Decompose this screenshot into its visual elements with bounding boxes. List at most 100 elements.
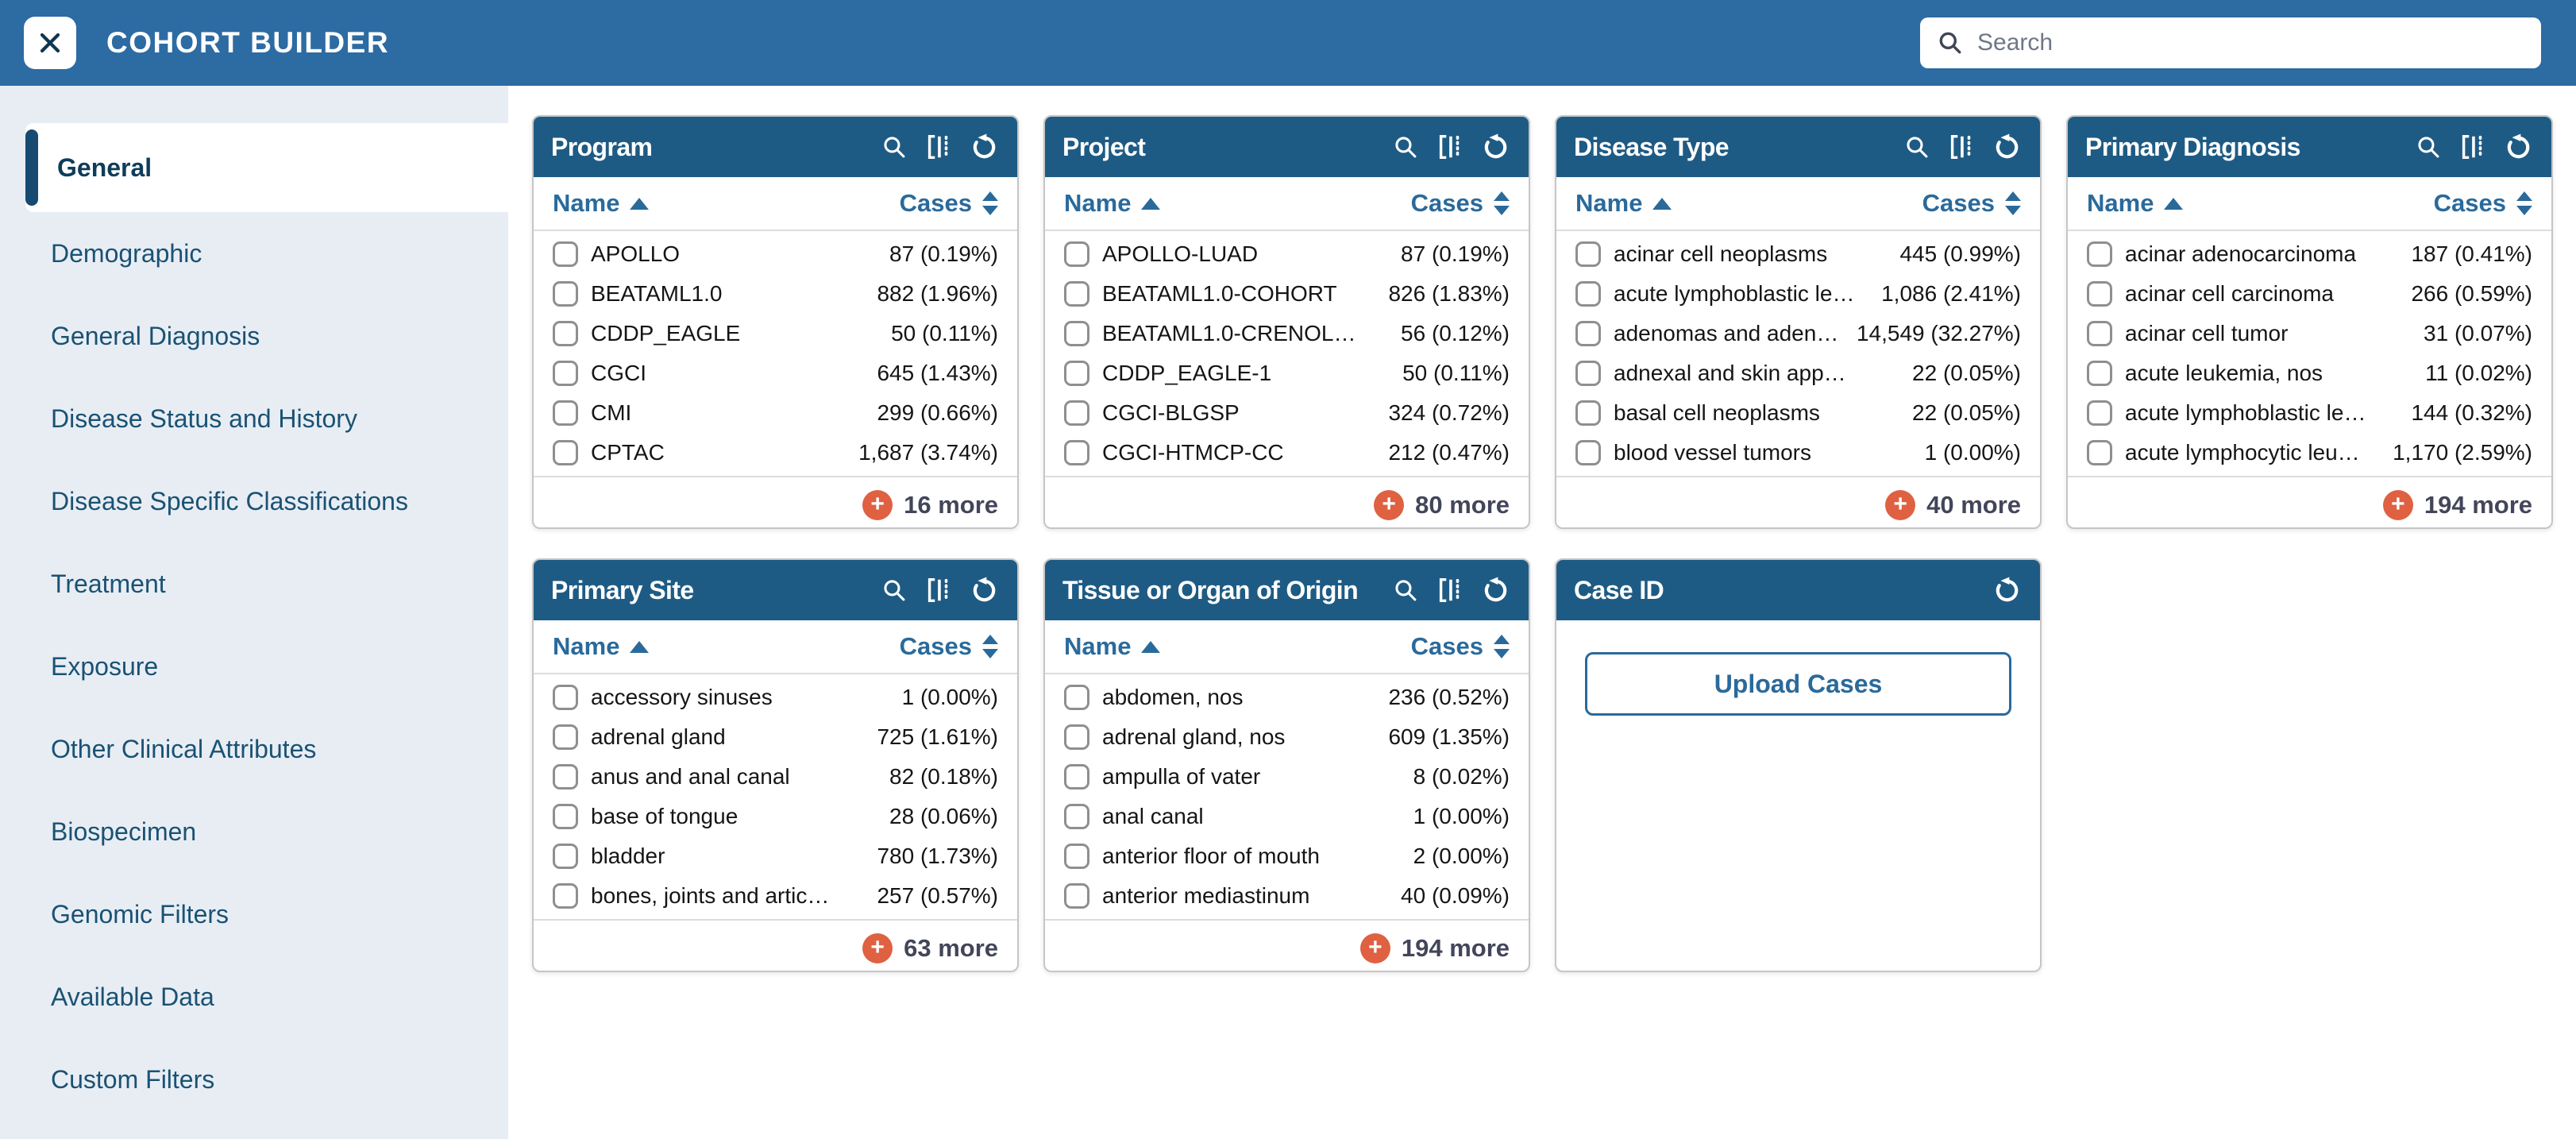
facet-row[interactable]: ampulla of vater 8 (0.02%) xyxy=(1064,757,1510,797)
facet-row[interactable]: bones, joints and artic… 257 (0.57%) xyxy=(553,876,998,916)
sort-by-cases[interactable]: Cases xyxy=(1411,632,1510,661)
checkbox[interactable] xyxy=(553,440,578,465)
checkbox[interactable] xyxy=(2087,281,2112,307)
checkbox[interactable] xyxy=(553,241,578,267)
sort-by-name[interactable]: Name xyxy=(1575,189,1672,218)
checkbox[interactable] xyxy=(2087,440,2112,465)
checkbox[interactable] xyxy=(1064,241,1089,267)
checkbox[interactable] xyxy=(1064,883,1089,909)
sidebar-item-general[interactable]: General xyxy=(25,123,508,212)
sidebar-item-other-clinical-attributes[interactable]: Other Clinical Attributes xyxy=(0,708,508,790)
sidebar-item-general-diagnosis[interactable]: General Diagnosis xyxy=(0,295,508,377)
sidebar-item-disease-specific-classifications[interactable]: Disease Specific Classifications xyxy=(0,460,508,542)
checkbox[interactable] xyxy=(553,281,578,307)
facet-row[interactable]: basal cell neoplasms 22 (0.05%) xyxy=(1575,393,2021,433)
checkbox[interactable] xyxy=(1064,844,1089,869)
reset-icon[interactable] xyxy=(1992,575,2023,605)
facet-row[interactable]: acinar cell carcinoma 266 (0.59%) xyxy=(2087,274,2532,314)
search-icon[interactable] xyxy=(1392,133,1419,160)
facet-row[interactable]: APOLLO-LUAD 87 (0.19%) xyxy=(1064,234,1510,274)
facet-row[interactable]: adenomas and aden… 14,549 (32.27%) xyxy=(1575,314,2021,353)
checkbox[interactable] xyxy=(553,804,578,829)
checkbox[interactable] xyxy=(1575,440,1601,465)
facet-row[interactable]: acute lymphoblastic le… 1,086 (2.41%) xyxy=(1575,274,2021,314)
plus-icon[interactable]: + xyxy=(862,933,893,963)
sidebar-item-available-data[interactable]: Available Data xyxy=(0,956,508,1038)
flip-card-icon[interactable] xyxy=(1435,132,1465,162)
sidebar-item-custom-filters[interactable]: Custom Filters xyxy=(0,1038,508,1121)
facet-row[interactable]: adnexal and skin app… 22 (0.05%) xyxy=(1575,353,2021,393)
facet-row[interactable]: CPTAC 1,687 (3.74%) xyxy=(553,433,998,473)
facet-row[interactable]: acute leukemia, nos 11 (0.02%) xyxy=(2087,353,2532,393)
sort-by-cases[interactable]: Cases xyxy=(900,189,998,218)
show-more[interactable]: + 63 more xyxy=(534,919,1017,971)
checkbox[interactable] xyxy=(553,844,578,869)
plus-icon[interactable]: + xyxy=(862,490,893,520)
facet-row[interactable]: APOLLO 87 (0.19%) xyxy=(553,234,998,274)
checkbox[interactable] xyxy=(553,883,578,909)
search-icon[interactable] xyxy=(1392,577,1419,604)
facet-row[interactable]: anterior floor of mouth 2 (0.00%) xyxy=(1064,836,1510,876)
search-icon[interactable] xyxy=(881,133,908,160)
reset-icon[interactable] xyxy=(970,575,1000,605)
checkbox[interactable] xyxy=(553,400,578,426)
checkbox[interactable] xyxy=(1575,321,1601,346)
facet-row[interactable]: anterior mediastinum 40 (0.09%) xyxy=(1064,876,1510,916)
reset-icon[interactable] xyxy=(2504,132,2534,162)
checkbox[interactable] xyxy=(1064,440,1089,465)
show-more[interactable]: + 80 more xyxy=(1045,476,1529,527)
search-icon[interactable] xyxy=(2415,133,2442,160)
facet-row[interactable]: adrenal gland, nos 609 (1.35%) xyxy=(1064,717,1510,757)
checkbox[interactable] xyxy=(1064,321,1089,346)
show-more[interactable]: + 194 more xyxy=(1045,919,1529,971)
show-more[interactable]: + 16 more xyxy=(534,476,1017,527)
facet-row[interactable]: acinar adenocarcinoma 187 (0.41%) xyxy=(2087,234,2532,274)
checkbox[interactable] xyxy=(1064,724,1089,750)
sidebar-item-genomic-filters[interactable]: Genomic Filters xyxy=(0,873,508,956)
plus-icon[interactable]: + xyxy=(1885,490,1916,520)
sort-by-cases[interactable]: Cases xyxy=(1411,189,1510,218)
sidebar-item-biospecimen[interactable]: Biospecimen xyxy=(0,790,508,873)
flip-card-icon[interactable] xyxy=(924,575,954,605)
facet-row[interactable]: CGCI-BLGSP 324 (0.72%) xyxy=(1064,393,1510,433)
sort-by-name[interactable]: Name xyxy=(553,189,650,218)
checkbox[interactable] xyxy=(553,685,578,710)
flip-card-icon[interactable] xyxy=(1435,575,1465,605)
facet-row[interactable]: acinar cell neoplasms 445 (0.99%) xyxy=(1575,234,2021,274)
show-more[interactable]: + 40 more xyxy=(1556,476,2040,527)
facet-row[interactable]: bladder 780 (1.73%) xyxy=(553,836,998,876)
checkbox[interactable] xyxy=(2087,241,2112,267)
facet-row[interactable]: BEATAML1.0-COHORT 826 (1.83%) xyxy=(1064,274,1510,314)
facet-row[interactable]: anus and anal canal 82 (0.18%) xyxy=(553,757,998,797)
facet-row[interactable]: CDDP_EAGLE 50 (0.11%) xyxy=(553,314,998,353)
upload-cases-button[interactable]: Upload Cases xyxy=(1585,652,2011,716)
checkbox[interactable] xyxy=(1064,281,1089,307)
facet-row[interactable]: blood vessel tumors 1 (0.00%) xyxy=(1575,433,2021,473)
facet-row[interactable]: CMI 299 (0.66%) xyxy=(553,393,998,433)
sort-by-cases[interactable]: Cases xyxy=(900,632,998,661)
checkbox[interactable] xyxy=(2087,400,2112,426)
sidebar-item-demographic[interactable]: Demographic xyxy=(0,212,508,295)
flip-card-icon[interactable] xyxy=(2458,132,2488,162)
checkbox[interactable] xyxy=(553,361,578,386)
checkbox[interactable] xyxy=(1064,361,1089,386)
checkbox[interactable] xyxy=(1575,281,1601,307)
facet-row[interactable]: abdomen, nos 236 (0.52%) xyxy=(1064,678,1510,717)
flip-card-icon[interactable] xyxy=(1946,132,1976,162)
facet-row[interactable]: acinar cell tumor 31 (0.07%) xyxy=(2087,314,2532,353)
search-icon[interactable] xyxy=(881,577,908,604)
checkbox[interactable] xyxy=(1575,400,1601,426)
plus-icon[interactable]: + xyxy=(1374,490,1405,520)
reset-icon[interactable] xyxy=(1481,575,1511,605)
checkbox[interactable] xyxy=(553,724,578,750)
facet-row[interactable]: adrenal gland 725 (1.61%) xyxy=(553,717,998,757)
sort-by-name[interactable]: Name xyxy=(1064,189,1161,218)
checkbox[interactable] xyxy=(553,321,578,346)
search-icon[interactable] xyxy=(1903,133,1930,160)
facet-row[interactable]: acute lymphocytic leu… 1,170 (2.59%) xyxy=(2087,433,2532,473)
checkbox[interactable] xyxy=(1064,804,1089,829)
sort-by-name[interactable]: Name xyxy=(2087,189,2184,218)
checkbox[interactable] xyxy=(553,764,578,790)
plus-icon[interactable]: + xyxy=(2382,490,2413,520)
facet-row[interactable]: accessory sinuses 1 (0.00%) xyxy=(553,678,998,717)
